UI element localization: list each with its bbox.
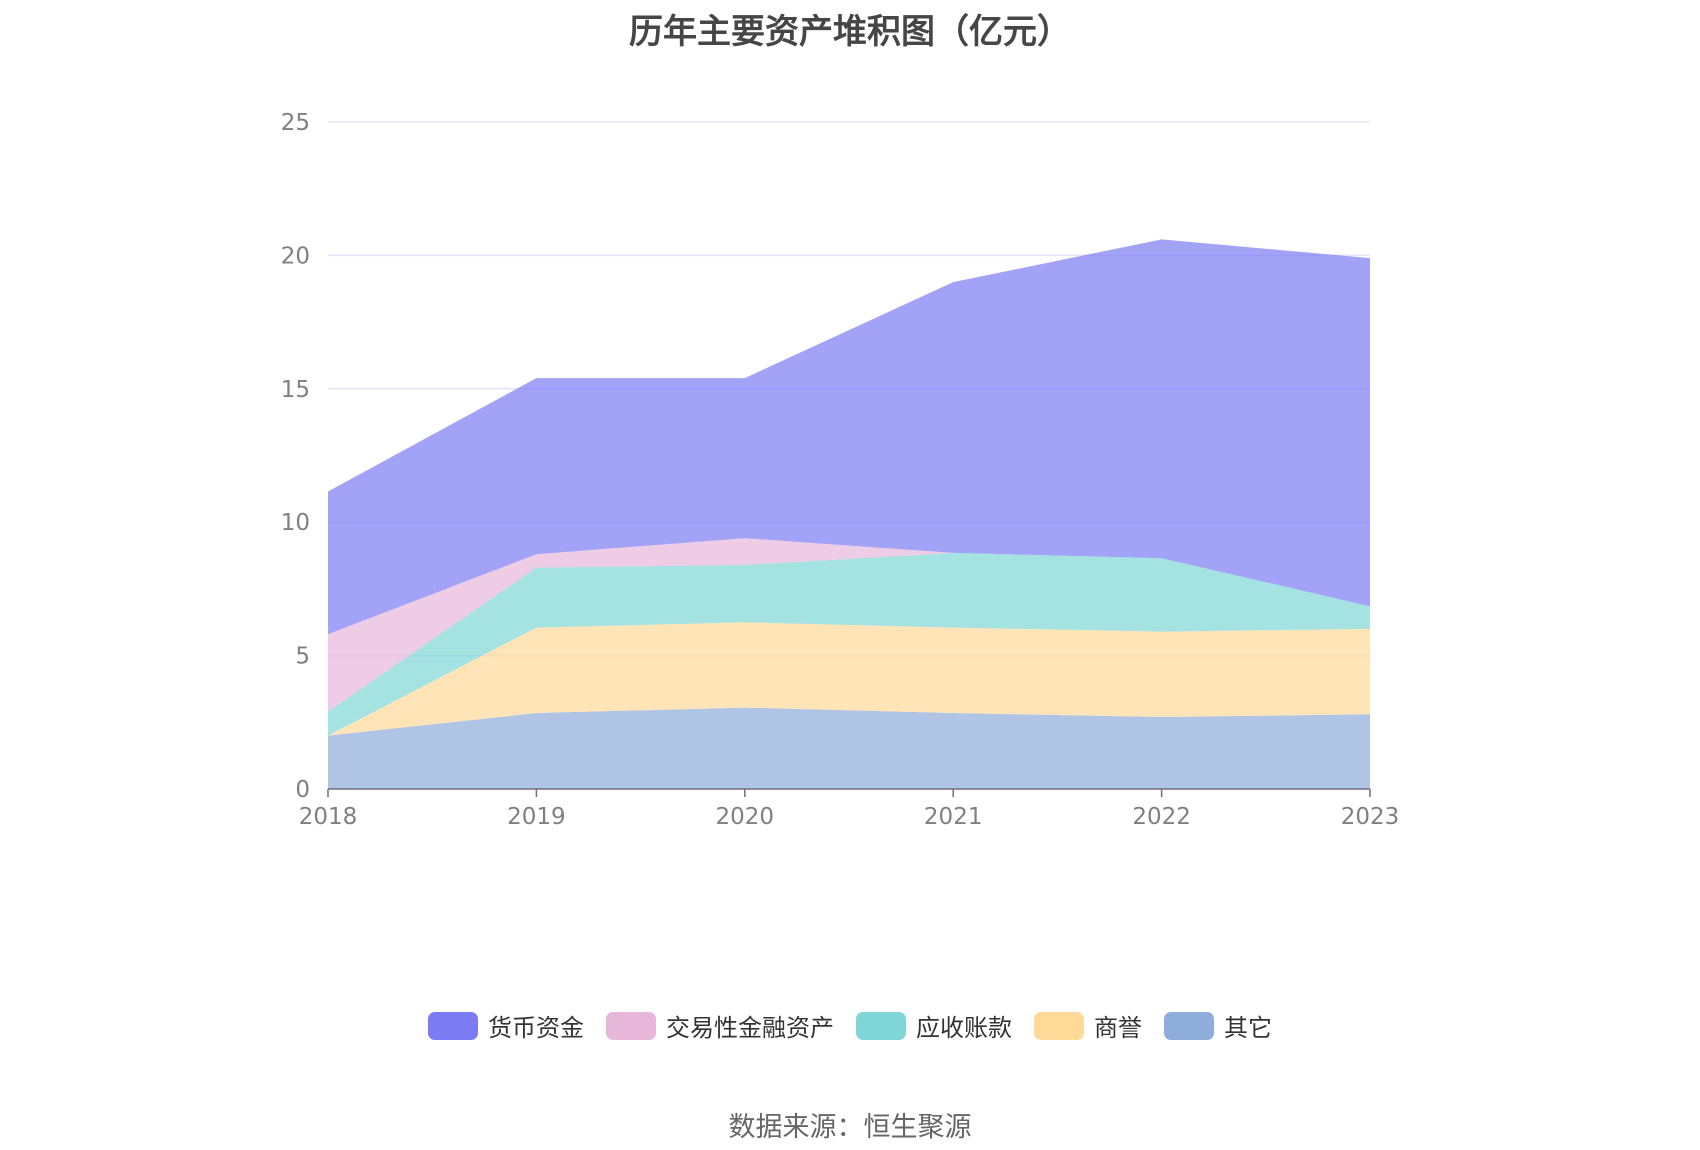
legend-swatch-cash [428,1011,478,1040]
legend-swatch-trading-assets [606,1011,656,1040]
x-tick-label: 2022 [1132,804,1191,830]
legend-label-goodwill: 商誉 [1094,1014,1142,1042]
y-tick-label: 20 [281,243,310,269]
area-其它[interactable] [328,707,1370,789]
chart-title: 历年主要资产堆积图（亿元） [629,12,1071,52]
x-tick-label: 2023 [1341,804,1400,830]
legend-swatch-other [1164,1011,1214,1040]
data-source-note: 数据来源：恒生聚源 [728,1112,972,1143]
legend-label-receivables: 应收账款 [916,1014,1012,1042]
legend-label-cash: 货币资金 [488,1014,584,1042]
legend: 货币资金 交易性金融资产 应收账款 商誉 其它 [0,1008,1700,1043]
legend-swatch-goodwill [1034,1011,1084,1040]
legend-label-other: 其它 [1224,1014,1272,1042]
x-tick-label: 2018 [299,804,358,830]
x-tick-label: 2021 [924,804,983,830]
x-tick-label: 2020 [716,804,775,830]
y-tick-label: 0 [295,777,310,803]
area-商誉[interactable] [328,622,1370,736]
legend-swatch-receivables [856,1011,906,1040]
y-tick-label: 15 [281,377,310,403]
y-tick-label: 10 [281,510,310,536]
legend-item-trading-assets[interactable]: 交易性金融资产 [606,1008,834,1043]
x-tick-label: 2019 [507,804,566,830]
area-货币资金[interactable] [328,239,1370,635]
legend-item-goodwill[interactable]: 商誉 [1034,1008,1142,1043]
legend-item-other[interactable]: 其它 [1164,1008,1272,1043]
legend-label-trading-assets: 交易性金融资产 [666,1014,834,1042]
area-应收账款[interactable] [328,552,1370,736]
legend-item-cash[interactable]: 货币资金 [428,1008,584,1043]
area-series [328,239,1370,789]
y-tick-label: 5 [295,644,310,670]
y-tick-label: 25 [281,110,310,136]
legend-item-receivables[interactable]: 应收账款 [856,1008,1012,1043]
axes: 0 5 10 15 20 25 2018 2019 2020 2021 2022 2023 [281,110,1400,830]
